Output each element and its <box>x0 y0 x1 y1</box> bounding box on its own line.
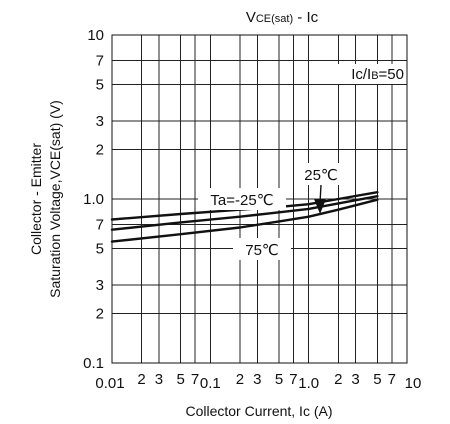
x-tick-label: 5 <box>373 371 381 388</box>
x-tick-label: 3 <box>155 371 163 388</box>
x-tick-label: 2 <box>137 371 145 388</box>
chart-title-rest: - Ic <box>293 9 318 26</box>
x-tick-label: 7 <box>289 371 297 388</box>
condition-suffix: =50 <box>379 66 404 83</box>
condition-prefix: Ic/I <box>351 66 371 83</box>
series-label-bg-25 <box>298 163 344 185</box>
y-tick-label: 3 <box>96 113 104 130</box>
y-tick-label: 7 <box>96 52 104 69</box>
x-tick-label: 0.01 <box>95 375 124 392</box>
series-arrow-25-head <box>314 199 326 214</box>
x-tick-label: 7 <box>191 371 199 388</box>
series-label-bg-75 <box>233 238 291 260</box>
x-tick-label: 5 <box>177 371 185 388</box>
series-label-25: 25℃ <box>304 167 338 184</box>
x-tick-label: 3 <box>253 371 261 388</box>
chart-title-subscript: CE(sat) <box>256 13 293 25</box>
x-tick-label: 7 <box>388 371 396 388</box>
x-tick-label: 2 <box>236 371 244 388</box>
series-curve-2 <box>110 198 379 243</box>
series-label-75: 75℃ <box>245 242 279 259</box>
x-axis-label: Collector Current, Ic (A) <box>185 403 332 419</box>
series-label-minus25: Ta=-25℃ <box>210 192 273 209</box>
condition-label-background <box>333 64 406 84</box>
y-tick-label: 7 <box>96 216 104 233</box>
y-tick-label: 5 <box>96 76 104 93</box>
y-tick-label: 10 <box>87 27 104 44</box>
chart-title-main: V <box>246 9 256 26</box>
y-axis-label: Collector - Emitter Saturation Voltage,V… <box>28 100 63 298</box>
x-tick-label: 3 <box>351 371 359 388</box>
y-tick-label: 1.0 <box>83 191 104 208</box>
x-tick-label: 2 <box>334 371 342 388</box>
series-curve-1 <box>110 194 379 231</box>
condition-subscript: B <box>371 70 378 82</box>
y-tick-label: 0.1 <box>83 355 104 372</box>
y-tick-label: 2 <box>96 142 104 159</box>
y-tick-label: 2 <box>96 306 104 323</box>
chart-title: VCE(sat) - Ic <box>246 9 319 26</box>
series-label-bg-minus25 <box>198 188 286 210</box>
x-tick-label: 10 <box>405 375 422 392</box>
x-tick-label: 0.1 <box>200 375 221 392</box>
y-axis-label-line-1: Collector - Emitter <box>28 143 44 255</box>
x-tick-label: 1.0 <box>298 375 319 392</box>
x-tick-label: 5 <box>275 371 283 388</box>
y-tick-label: 3 <box>96 277 104 294</box>
y-axis-label-line-2: Saturation Voltage,VCE(sat) (V) <box>47 100 63 298</box>
y-tick-label: 5 <box>96 240 104 257</box>
condition-label: Ic/IB=50 <box>351 66 404 83</box>
plot-frame <box>111 34 408 364</box>
